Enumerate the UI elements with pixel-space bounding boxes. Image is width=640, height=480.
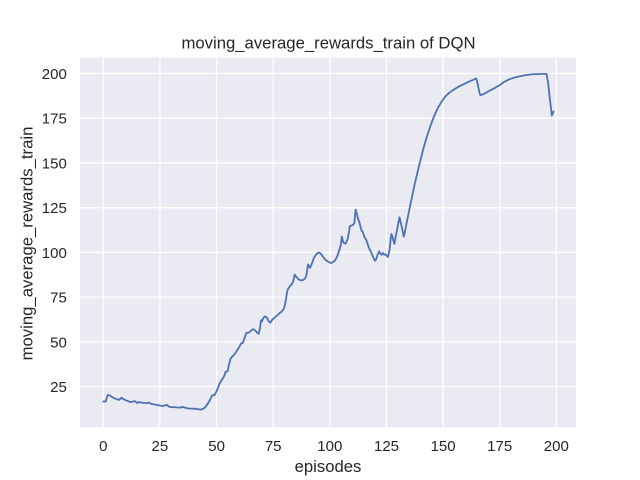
svg-text:25: 25 bbox=[50, 379, 67, 396]
svg-text:75: 75 bbox=[265, 438, 282, 455]
svg-text:episodes: episodes bbox=[295, 457, 362, 476]
svg-text:125: 125 bbox=[374, 438, 399, 455]
svg-text:moving_average_rewards_train o: moving_average_rewards_train of DQN bbox=[181, 34, 475, 53]
svg-text:moving_average_rewards_train: moving_average_rewards_train bbox=[17, 127, 36, 361]
svg-text:50: 50 bbox=[50, 334, 67, 351]
svg-text:75: 75 bbox=[50, 290, 67, 307]
svg-text:150: 150 bbox=[42, 156, 67, 173]
svg-text:200: 200 bbox=[544, 438, 569, 455]
svg-text:125: 125 bbox=[42, 200, 67, 217]
svg-text:100: 100 bbox=[42, 245, 67, 262]
svg-text:50: 50 bbox=[208, 438, 225, 455]
svg-text:25: 25 bbox=[152, 438, 169, 455]
svg-text:0: 0 bbox=[99, 438, 107, 455]
svg-text:100: 100 bbox=[317, 438, 342, 455]
svg-text:200: 200 bbox=[42, 66, 67, 83]
svg-text:175: 175 bbox=[487, 438, 512, 455]
svg-text:150: 150 bbox=[431, 438, 456, 455]
svg-text:175: 175 bbox=[42, 111, 67, 128]
